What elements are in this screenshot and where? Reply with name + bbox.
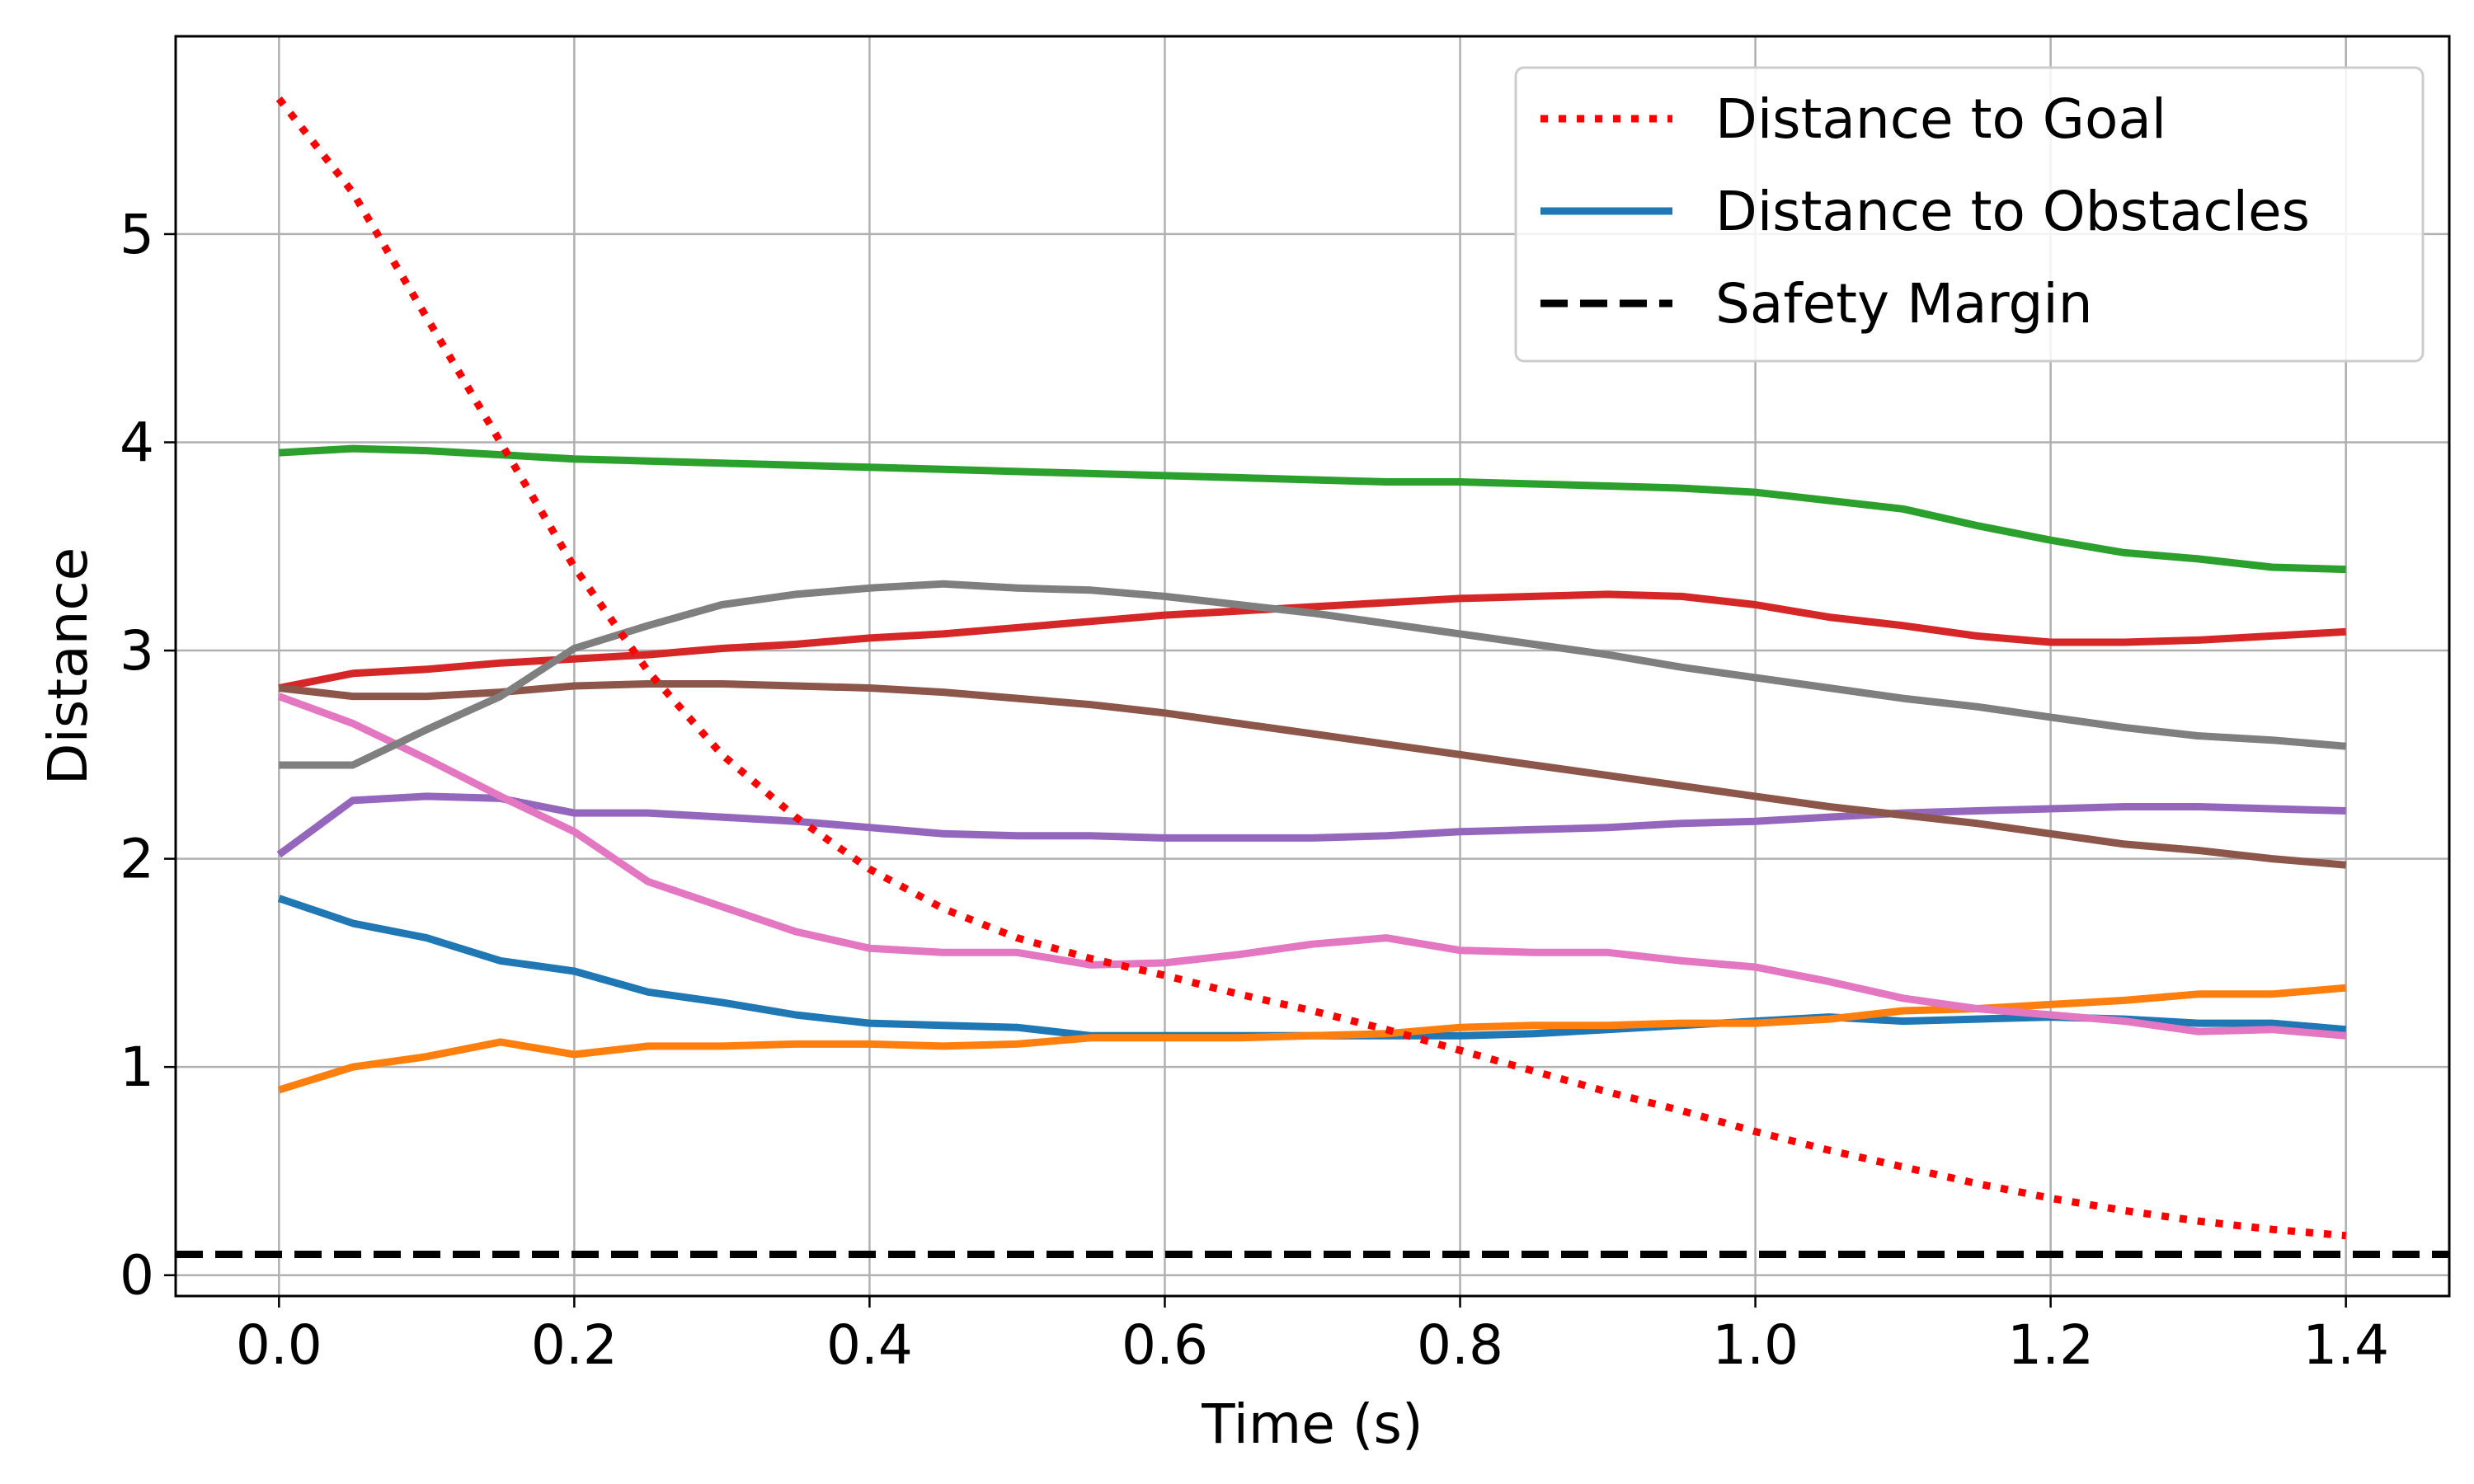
legend-safety-label: Safety Margin <box>1715 272 2093 336</box>
obstacle-distance-line <box>279 444 2346 574</box>
y-tick-label: 4 <box>120 411 154 474</box>
x-axis-label: Time (s) <box>1201 1392 1423 1456</box>
goal-distance-line <box>275 96 2347 1240</box>
y-tick-label: 0 <box>120 1244 154 1308</box>
y-tick-label: 5 <box>120 203 154 266</box>
x-tick-label: 0.2 <box>531 1313 618 1377</box>
legend-box <box>1514 66 2425 363</box>
series-layer <box>176 96 2449 1258</box>
x-tick-label: 0.4 <box>826 1313 913 1377</box>
obstacle-distance-line <box>278 680 2347 869</box>
y-tick-label: 3 <box>120 619 154 683</box>
plot-frame <box>174 35 2451 1298</box>
legend: Distance to Goal Distance to Obstacles S… <box>1514 66 2425 363</box>
obstacle-distance-line <box>277 693 2347 1040</box>
legend-goal-label: Distance to Goal <box>1715 87 2166 151</box>
x-tick-label: 1.4 <box>2302 1313 2389 1377</box>
obstacle-distance-line <box>278 590 2346 692</box>
x-tick-label: 1.0 <box>1712 1313 1799 1377</box>
obstacle-distance-line <box>276 792 2346 858</box>
y-tick-label: 1 <box>120 1036 154 1099</box>
x-tick-label: 0.0 <box>236 1313 322 1377</box>
legend-obstacles-label: Distance to Obstacles <box>1715 180 2310 243</box>
ticks: 0.0 0.2 0.4 0.6 0.8 1.0 1.2 1.4 0 1 2 3 4 5 <box>120 203 2389 1377</box>
x-tick-label: 0.8 <box>1417 1313 1503 1377</box>
y-tick-label: 2 <box>120 828 154 891</box>
y-axis-label: Distance <box>36 547 100 786</box>
x-tick-label: 1.2 <box>2007 1313 2094 1377</box>
x-tick-label: 0.6 <box>1122 1313 1208 1377</box>
